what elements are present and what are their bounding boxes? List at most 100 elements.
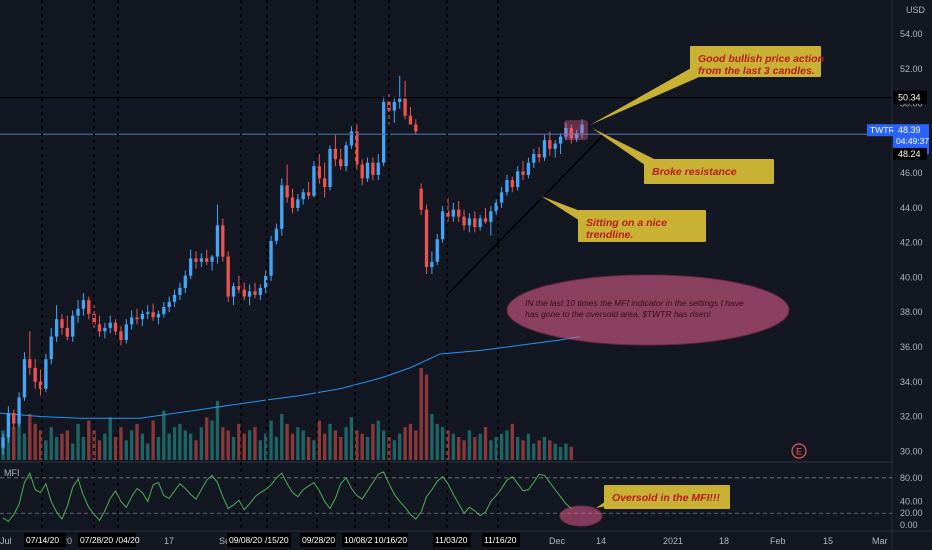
- candle-body: [151, 312, 155, 318]
- volume-bar: [33, 423, 37, 460]
- candle-body: [97, 324, 102, 332]
- candle-body: [505, 180, 509, 193]
- candle-body: [156, 313, 161, 318]
- time-axis[interactable]: Jul 20 17 Se Dec 14 2021 18 Feb 15 Mar 07/14/20 07/2…: [0, 533, 888, 547]
- volume-bar: [403, 427, 407, 460]
- date-tag-label: 10/08/20: [344, 535, 377, 545]
- candle-body: [231, 286, 236, 297]
- candle-layer: [1, 75, 584, 455]
- volume-bar: [253, 427, 257, 460]
- volume-bar: [205, 417, 209, 460]
- price-tick-label: 54.00: [900, 29, 923, 39]
- candle-body: [188, 258, 193, 276]
- candle-body: [408, 115, 413, 125]
- volume-bar: [365, 437, 370, 460]
- volume-bar: [542, 437, 547, 460]
- candle-body: [499, 192, 504, 203]
- candle-body: [467, 218, 472, 226]
- volume-bar: [65, 430, 69, 460]
- time-tick-label: Jul: [0, 536, 12, 546]
- mfi-label: MFI: [4, 468, 20, 478]
- volume-bar: [76, 423, 80, 460]
- candle-body: [146, 312, 150, 314]
- volume-bar: [564, 443, 568, 460]
- volume-bar: [521, 440, 525, 460]
- volume-bar: [178, 423, 182, 460]
- price-axis[interactable]: 54.0052.0050.0048.0046.0044.0042.0040.00…: [867, 29, 929, 530]
- candle-body: [1, 437, 5, 448]
- note-trendline-text: Sitting on a nice: [586, 217, 667, 229]
- support-price-value: 48.24: [898, 149, 921, 159]
- volume-bar: [553, 443, 557, 460]
- note-bullish-pointer: [590, 63, 706, 125]
- candle-body: [108, 322, 112, 328]
- trendline: [446, 130, 608, 296]
- candle-body: [558, 136, 563, 144]
- volume-bar: [328, 423, 332, 460]
- price-tick-label: 30.00: [900, 446, 923, 456]
- volume-bar: [247, 430, 252, 460]
- volume-bar: [419, 368, 423, 460]
- date-tag-label: 07/14/20: [26, 535, 59, 545]
- candle-body: [349, 131, 354, 146]
- volume-bar: [537, 440, 541, 460]
- candle-body: [274, 228, 279, 241]
- volume-bar: [355, 430, 359, 460]
- volume-bar: [194, 440, 198, 460]
- volume-bar: [440, 427, 445, 460]
- volume-bar: [381, 430, 386, 460]
- candle-body: [537, 154, 541, 158]
- candle-body: [478, 218, 482, 228]
- note-oversold-text: Oversold in the MFI!!!: [612, 492, 720, 504]
- time-tick-label: 18: [719, 536, 729, 546]
- volume-bar: [516, 437, 520, 460]
- ticker-tag: [867, 124, 893, 137]
- candle-body: [183, 275, 187, 288]
- earnings-badge[interactable]: E: [791, 443, 807, 459]
- mfi-panel: [0, 471, 892, 523]
- candle-body: [172, 294, 177, 302]
- moving-average-layer: [0, 336, 581, 419]
- candle-body: [87, 300, 91, 314]
- candle-body: [569, 127, 573, 139]
- note-resistance-pointer: [592, 128, 656, 170]
- volume-bar: [430, 414, 434, 460]
- volume-bar: [188, 433, 193, 460]
- note-oversold-box: [604, 485, 730, 509]
- volume-bar: [349, 417, 354, 460]
- candle-body: [328, 148, 332, 188]
- volume-bar: [290, 433, 295, 460]
- candle-body: [574, 133, 579, 139]
- candle-body: [124, 324, 128, 341]
- volume-bar: [306, 437, 311, 460]
- volume-bar: [510, 423, 514, 460]
- volume-bar: [408, 423, 413, 460]
- candle-body: [365, 162, 370, 179]
- volume-bar: [489, 440, 493, 460]
- time-tick-label: Dec: [549, 536, 566, 546]
- volume-bar: [167, 433, 171, 460]
- volume-bar: [344, 427, 348, 460]
- resistance-price-value: 50.34: [898, 93, 921, 103]
- time-tick-label: 15: [823, 536, 833, 546]
- volume-bar: [280, 414, 284, 460]
- candle-body: [92, 313, 96, 325]
- volume-bar: [301, 430, 305, 460]
- candle-body: [473, 218, 477, 228]
- volume-bar: [119, 427, 123, 460]
- volume-bar: [81, 437, 86, 460]
- candle-body: [215, 225, 220, 257]
- candle-body: [17, 397, 21, 424]
- candle-body: [371, 162, 375, 175]
- moving-average-line: [0, 336, 581, 419]
- candle-body: [483, 218, 488, 222]
- volume-bar: [462, 440, 466, 460]
- volume-bar: [199, 427, 204, 460]
- time-tick-label: 17: [164, 536, 174, 546]
- candle-body: [306, 192, 311, 196]
- candle-body: [280, 185, 284, 229]
- date-tag: [227, 533, 265, 547]
- volume-bar: [499, 433, 504, 460]
